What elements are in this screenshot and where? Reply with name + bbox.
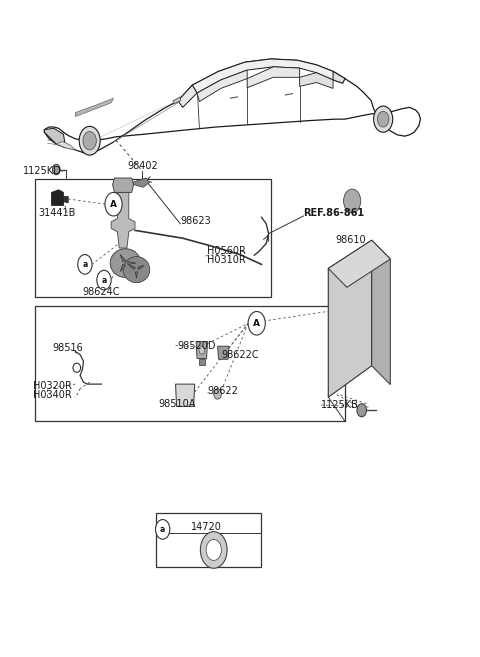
Polygon shape <box>44 59 420 153</box>
Text: 31441B: 31441B <box>38 208 76 217</box>
Circle shape <box>344 189 361 213</box>
Text: a: a <box>82 260 87 269</box>
Polygon shape <box>176 384 195 406</box>
Text: 1125KB: 1125KB <box>321 400 359 410</box>
Polygon shape <box>63 196 68 203</box>
Polygon shape <box>333 72 345 83</box>
Text: 98623: 98623 <box>180 216 211 226</box>
Bar <box>336 266 350 306</box>
Polygon shape <box>328 240 372 397</box>
Polygon shape <box>44 128 66 148</box>
Circle shape <box>214 389 221 399</box>
Circle shape <box>357 404 366 417</box>
Text: 98622C: 98622C <box>222 350 260 359</box>
Bar <box>35 179 271 297</box>
Bar <box>35 306 345 421</box>
Polygon shape <box>133 178 149 187</box>
Text: A: A <box>253 319 260 328</box>
Polygon shape <box>123 256 150 283</box>
Polygon shape <box>111 193 135 248</box>
Polygon shape <box>51 190 63 206</box>
Circle shape <box>199 346 204 354</box>
Polygon shape <box>128 261 136 265</box>
Text: a: a <box>101 275 107 284</box>
Polygon shape <box>75 98 114 116</box>
Circle shape <box>373 106 393 132</box>
Circle shape <box>377 111 389 127</box>
Circle shape <box>52 164 60 175</box>
Polygon shape <box>192 59 345 93</box>
Circle shape <box>105 193 122 216</box>
Text: A: A <box>110 200 117 209</box>
Polygon shape <box>247 67 300 88</box>
Text: 98610: 98610 <box>336 235 366 245</box>
Circle shape <box>78 254 92 274</box>
Text: 98516: 98516 <box>52 343 83 353</box>
Polygon shape <box>135 272 138 278</box>
Text: 98520D: 98520D <box>177 340 216 351</box>
Circle shape <box>156 520 170 539</box>
Polygon shape <box>120 264 126 271</box>
Text: 98622: 98622 <box>207 386 239 396</box>
Text: REF.86-861: REF.86-861 <box>303 208 365 218</box>
Text: 98624C: 98624C <box>83 287 120 297</box>
Circle shape <box>97 270 111 290</box>
Text: H0320R: H0320R <box>34 381 72 391</box>
Polygon shape <box>113 178 133 193</box>
Text: H0310R: H0310R <box>206 256 245 265</box>
Polygon shape <box>129 265 135 269</box>
Circle shape <box>79 126 100 155</box>
Circle shape <box>83 131 96 150</box>
Polygon shape <box>120 254 126 262</box>
Text: 98402: 98402 <box>128 161 158 171</box>
Circle shape <box>200 532 227 568</box>
Circle shape <box>206 539 221 560</box>
Text: 1125KD: 1125KD <box>23 166 61 177</box>
Polygon shape <box>138 265 144 269</box>
Text: H0340R: H0340R <box>34 390 72 400</box>
Polygon shape <box>300 73 333 89</box>
Polygon shape <box>196 342 207 359</box>
Text: a: a <box>160 525 165 534</box>
Polygon shape <box>372 240 390 384</box>
Bar <box>156 513 262 567</box>
Bar <box>336 325 350 358</box>
Polygon shape <box>217 346 229 359</box>
Text: 98510A: 98510A <box>158 399 195 409</box>
Polygon shape <box>328 240 390 287</box>
Circle shape <box>248 311 265 335</box>
Polygon shape <box>110 249 141 277</box>
Text: 14720: 14720 <box>192 522 222 532</box>
Polygon shape <box>56 141 75 150</box>
Polygon shape <box>173 97 180 104</box>
Polygon shape <box>197 70 247 101</box>
Polygon shape <box>178 85 197 107</box>
Polygon shape <box>199 359 204 365</box>
Text: H0560R: H0560R <box>206 246 245 256</box>
